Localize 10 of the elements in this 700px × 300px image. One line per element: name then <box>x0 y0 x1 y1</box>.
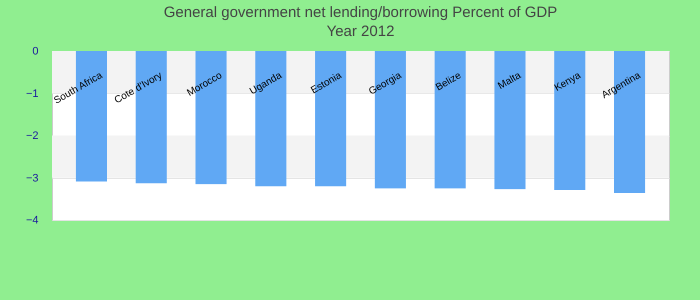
y-tick-label: −2 <box>26 130 38 142</box>
chart-subtitle: Year 2012 <box>326 23 394 40</box>
x-tick-label: South Africa <box>52 70 105 107</box>
chart-title: General government net lending/borrowing Percent of GDP <box>164 4 558 21</box>
y-tick-label: −3 <box>26 172 38 184</box>
y-tick-label: 0 <box>32 46 38 58</box>
y-tick-label: −4 <box>26 214 38 226</box>
y-tick-label: −1 <box>26 88 38 100</box>
x-tick-label: Belize <box>434 70 464 94</box>
x-tick-label: Malta <box>496 70 524 92</box>
